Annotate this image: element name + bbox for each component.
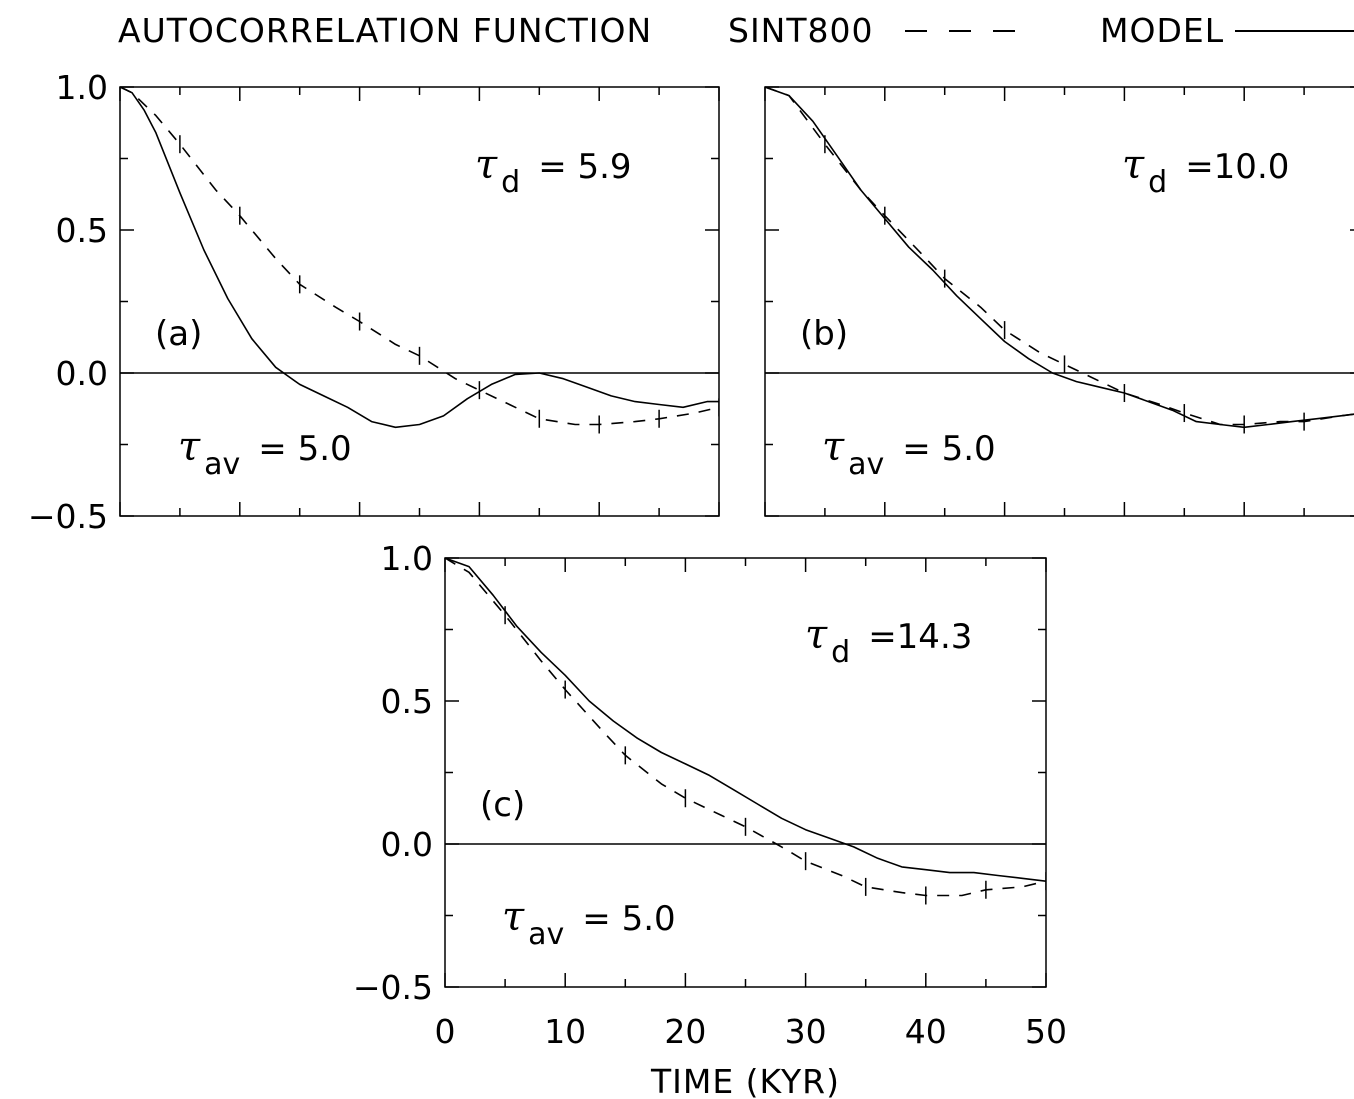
series-line-sint800	[445, 558, 1046, 897]
x-axis-title: TIME (KYR)	[650, 1062, 840, 1099]
tau-symbol: τ	[805, 612, 828, 658]
tau-d-value: =10.0	[1185, 147, 1289, 187]
tau-d-value: =14.3	[868, 617, 972, 657]
tau-av-annotation: τ av = 5.0	[502, 894, 676, 952]
tau-subscript: d	[501, 165, 520, 200]
y-tick-label: 0.5	[381, 682, 433, 721]
tau-subscript: av	[204, 447, 240, 482]
tau-symbol: τ	[502, 894, 525, 940]
tau-symbol: τ	[475, 142, 498, 188]
legend-label-model: MODEL	[1100, 11, 1224, 50]
legend-label-sint800: SINT800	[728, 11, 874, 50]
panels: 1.00.50.0−0.5(a)τ d = 5.9τ av = 5.0(b)τ d =10.…	[28, 68, 1354, 1099]
y-tick-label: −0.5	[28, 497, 108, 536]
tau-subscript: d	[1148, 165, 1167, 200]
series-line-sint800	[765, 87, 1354, 426]
tau-d-value: = 5.9	[538, 147, 631, 187]
tau-subscript: av	[528, 917, 564, 952]
tau-d-annotation: τ d = 5.9	[475, 142, 632, 200]
series-line-sint800	[120, 87, 719, 426]
tau-symbol: τ	[1122, 142, 1145, 188]
y-tick-label: 0.0	[381, 825, 433, 864]
series-group	[445, 558, 1046, 905]
panel-label: (a)	[155, 314, 202, 354]
y-tick-label: −0.5	[353, 968, 433, 1007]
panel-label: (c)	[480, 785, 525, 825]
chart-title: AUTOCORRELATION FUNCTION	[118, 11, 652, 50]
tau-d-annotation: τ d =10.0	[1122, 142, 1289, 200]
y-tick-label: 1.0	[56, 68, 108, 107]
x-tick-label: 30	[785, 1012, 827, 1051]
series-group	[120, 87, 719, 434]
tau-subscript: d	[831, 635, 850, 670]
tau-av-annotation: τ av = 5.0	[178, 424, 352, 482]
series-line-model	[765, 87, 1354, 429]
y-tick-label: 0.0	[56, 354, 108, 393]
tau-av-annotation: τ av = 5.0	[822, 424, 996, 482]
series-line-model	[445, 558, 1046, 882]
tau-symbol: τ	[822, 424, 845, 470]
x-tick-label: 10	[544, 1012, 586, 1051]
tau-av-value: = 5.0	[902, 429, 995, 469]
tau-av-value: = 5.0	[258, 429, 351, 469]
series-group	[765, 87, 1354, 434]
tau-d-annotation: τ d =14.3	[805, 612, 972, 670]
x-tick-label: 50	[1025, 1012, 1067, 1051]
tau-av-value: = 5.0	[582, 899, 675, 939]
panel-a: 1.00.50.0−0.5(a)τ d = 5.9τ av = 5.0	[28, 68, 720, 536]
x-tick-label: 20	[664, 1012, 706, 1051]
panel-label: (b)	[800, 314, 848, 354]
panel-b: (b)τ d =10.0τ av = 5.0	[764, 86, 1354, 517]
y-tick-label: 1.0	[381, 539, 433, 578]
y-tick-label: 0.5	[56, 211, 108, 250]
tau-symbol: τ	[178, 424, 201, 470]
x-tick-label: 40	[905, 1012, 947, 1051]
tau-subscript: av	[848, 447, 884, 482]
x-tick-label: 0	[435, 1012, 456, 1051]
series-line-model	[120, 87, 719, 429]
